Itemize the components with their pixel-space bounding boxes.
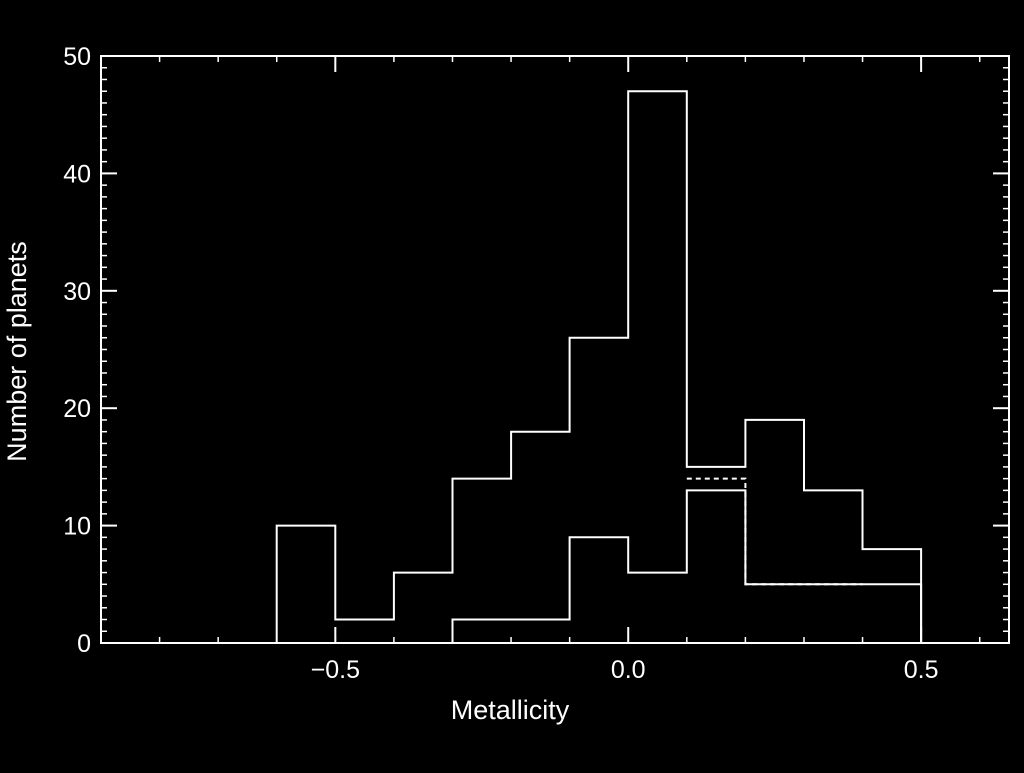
x-axis: −0.5 0.0 0.5 [311, 56, 939, 684]
x-axis-label: Metallicity [451, 695, 570, 725]
y-tick-label: 40 [63, 160, 91, 188]
y-tick-label: 50 [63, 43, 91, 71]
y-tick-label: 10 [63, 513, 91, 541]
x-tick-label: 0.0 [611, 656, 646, 684]
histogram-series-1 [101, 90, 980, 644]
histogram-series-2 [101, 489, 980, 644]
x-tick-label: −0.5 [311, 656, 360, 684]
x-tick-label: 0.5 [904, 656, 939, 684]
minor-ticks [100, 55, 1009, 644]
y-tick-label: 30 [63, 278, 91, 306]
y-tick-label: 0 [77, 630, 91, 658]
y-tick-label: 20 [63, 395, 91, 423]
histogram-series-3 [686, 477, 863, 586]
y-axis-label: Number of planets [2, 241, 32, 462]
series-layer [101, 90, 980, 644]
y-axis: 0 10 20 30 40 50 [63, 43, 1009, 658]
plot-frame [100, 55, 1010, 644]
